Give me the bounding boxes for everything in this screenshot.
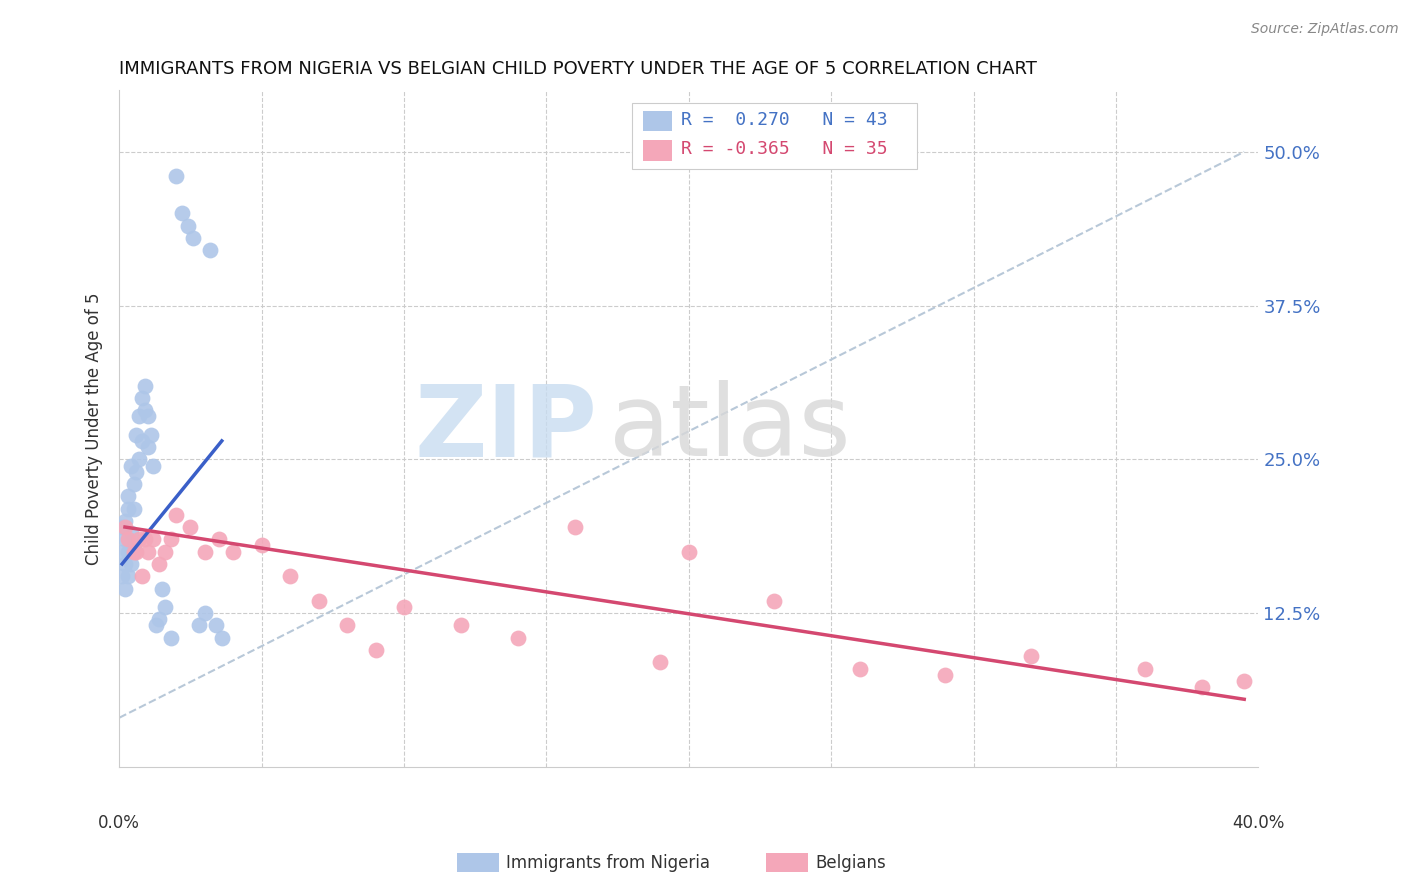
Point bbox=[308, 594, 330, 608]
Point bbox=[139, 427, 162, 442]
FancyBboxPatch shape bbox=[631, 103, 917, 169]
Point bbox=[120, 458, 142, 473]
Text: atlas: atlas bbox=[609, 380, 851, 477]
Point bbox=[211, 631, 233, 645]
Point bbox=[678, 544, 700, 558]
Point bbox=[934, 667, 956, 681]
Point bbox=[1233, 673, 1256, 688]
Point bbox=[165, 508, 187, 522]
Point bbox=[170, 206, 193, 220]
Point bbox=[136, 409, 159, 424]
Point bbox=[111, 544, 134, 558]
Point bbox=[205, 618, 228, 632]
Point bbox=[128, 533, 150, 547]
Point bbox=[131, 391, 153, 405]
Point bbox=[150, 582, 173, 596]
Point bbox=[194, 606, 217, 620]
Point bbox=[122, 544, 145, 558]
Point bbox=[200, 244, 222, 258]
FancyBboxPatch shape bbox=[644, 140, 672, 161]
Text: Immigrants from Nigeria: Immigrants from Nigeria bbox=[506, 854, 710, 871]
Point bbox=[848, 661, 870, 675]
Point bbox=[114, 520, 136, 534]
Point bbox=[336, 618, 359, 632]
Point bbox=[125, 544, 148, 558]
Point bbox=[763, 594, 786, 608]
Point bbox=[142, 458, 165, 473]
Point bbox=[450, 618, 472, 632]
Point bbox=[159, 533, 181, 547]
Point bbox=[153, 599, 176, 614]
Point bbox=[117, 544, 139, 558]
Point bbox=[148, 557, 170, 571]
Point bbox=[176, 219, 198, 233]
Point bbox=[128, 452, 150, 467]
Point bbox=[117, 533, 139, 547]
Point bbox=[125, 427, 148, 442]
Point bbox=[650, 656, 672, 670]
Point bbox=[134, 378, 156, 392]
Point bbox=[179, 520, 201, 534]
Point bbox=[1019, 649, 1042, 664]
Text: R =  0.270   N = 43: R = 0.270 N = 43 bbox=[681, 111, 887, 129]
FancyBboxPatch shape bbox=[644, 111, 672, 131]
Text: R = -0.365   N = 35: R = -0.365 N = 35 bbox=[681, 140, 887, 158]
Point bbox=[134, 403, 156, 417]
Point bbox=[208, 533, 231, 547]
Point bbox=[120, 557, 142, 571]
Point bbox=[188, 618, 211, 632]
Point bbox=[125, 465, 148, 479]
Point bbox=[122, 477, 145, 491]
Point bbox=[131, 434, 153, 448]
Point bbox=[111, 569, 134, 583]
Point bbox=[114, 557, 136, 571]
Point bbox=[117, 569, 139, 583]
Point bbox=[564, 520, 586, 534]
Point bbox=[114, 533, 136, 547]
Text: Source: ZipAtlas.com: Source: ZipAtlas.com bbox=[1251, 22, 1399, 37]
Point bbox=[111, 520, 134, 534]
Point bbox=[131, 569, 153, 583]
Point bbox=[128, 409, 150, 424]
Point bbox=[165, 169, 187, 184]
Point bbox=[1133, 661, 1156, 675]
Point bbox=[148, 612, 170, 626]
Point bbox=[506, 631, 529, 645]
Point bbox=[136, 440, 159, 454]
Point bbox=[120, 526, 142, 541]
Point bbox=[392, 599, 415, 614]
Text: IMMIGRANTS FROM NIGERIA VS BELGIAN CHILD POVERTY UNDER THE AGE OF 5 CORRELATION : IMMIGRANTS FROM NIGERIA VS BELGIAN CHILD… bbox=[120, 60, 1038, 78]
Point bbox=[159, 631, 181, 645]
Text: 40.0%: 40.0% bbox=[1232, 814, 1285, 831]
Point bbox=[117, 501, 139, 516]
Point bbox=[145, 618, 167, 632]
Point bbox=[153, 544, 176, 558]
Point bbox=[222, 544, 245, 558]
Point bbox=[142, 533, 165, 547]
Point bbox=[194, 544, 217, 558]
Point bbox=[114, 514, 136, 528]
Point bbox=[117, 489, 139, 503]
Point bbox=[134, 533, 156, 547]
Point bbox=[181, 231, 204, 245]
Text: Belgians: Belgians bbox=[815, 854, 886, 871]
Point bbox=[136, 544, 159, 558]
Point bbox=[364, 643, 387, 657]
Point bbox=[1191, 680, 1213, 694]
Y-axis label: Child Poverty Under the Age of 5: Child Poverty Under the Age of 5 bbox=[86, 293, 103, 565]
Point bbox=[250, 539, 273, 553]
Point bbox=[114, 582, 136, 596]
Point bbox=[122, 539, 145, 553]
Text: 0.0%: 0.0% bbox=[98, 814, 141, 831]
Point bbox=[278, 569, 301, 583]
Text: ZIP: ZIP bbox=[415, 380, 598, 477]
Point bbox=[122, 501, 145, 516]
